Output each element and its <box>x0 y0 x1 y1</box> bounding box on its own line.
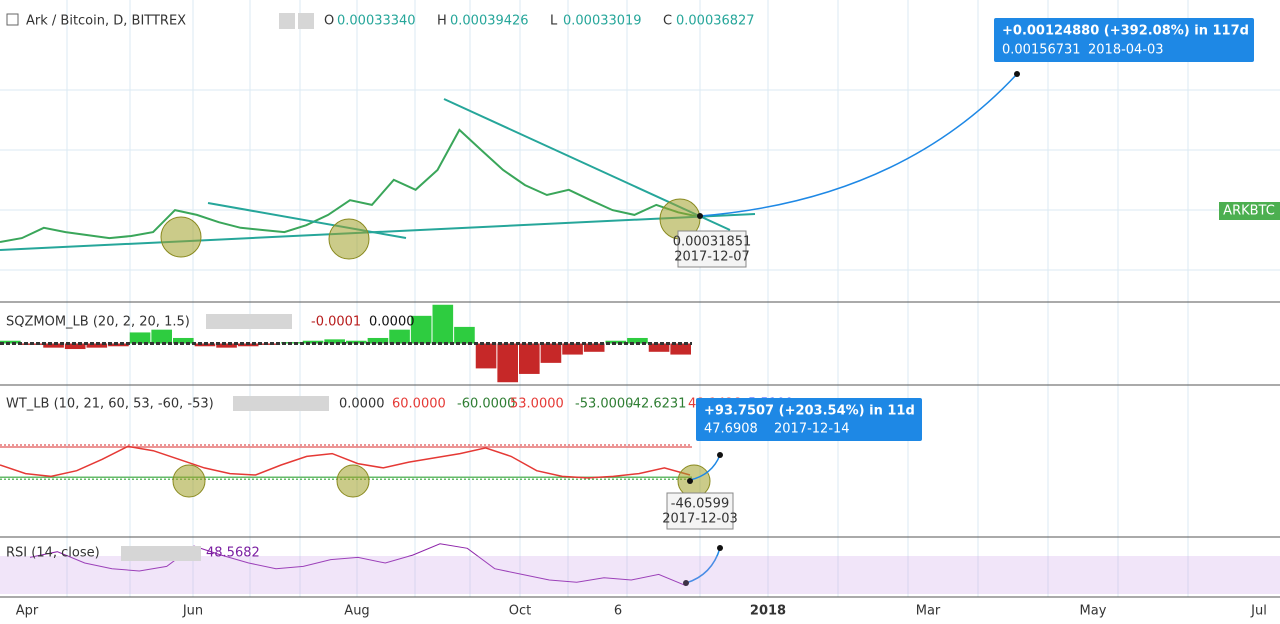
time-label: Aug <box>344 604 369 619</box>
indicator-value: -53.0000 <box>575 397 633 412</box>
indicator-value: -0.0001 <box>311 315 361 330</box>
ohlc-label: L <box>550 14 558 29</box>
indicator-label: SQZMOM_LB (20, 2, 20, 1.5) <box>6 315 190 330</box>
momentum-bar <box>216 343 237 348</box>
momentum-bar <box>670 343 691 355</box>
indicator-icons[interactable] <box>233 396 329 411</box>
indicator-label: RSI (14, close) <box>6 546 100 561</box>
indicator-icons[interactable] <box>121 546 201 561</box>
callout-date: 2018-04-03 <box>1088 43 1164 58</box>
ohlc-label: O <box>324 14 334 29</box>
momentum-bar <box>432 304 454 344</box>
grid <box>0 0 1280 597</box>
ohlc-value: 0.00036827 <box>676 14 755 29</box>
momentum-bar <box>519 343 540 374</box>
momentum-bar <box>540 343 562 363</box>
indicator-value: -42.6231 <box>628 397 686 412</box>
symbol-title: Ark / Bitcoin, D, BITTREX <box>26 14 186 29</box>
annotations <box>0 71 1020 586</box>
time-label: Oct <box>509 604 531 619</box>
series-line <box>29 543 687 587</box>
momentum-bar <box>0 340 21 344</box>
momentum-bar <box>324 339 345 344</box>
momentum-bar <box>367 337 389 344</box>
crosshair-tooltip <box>677 230 747 268</box>
momentum-bar <box>497 343 518 383</box>
series-line <box>0 445 691 479</box>
callout-change: +0.00124880 (+392.08%) in 117d <box>1002 24 1249 39</box>
indicator-value: 0.0000 <box>339 397 385 412</box>
symbol-tag <box>1219 202 1280 220</box>
callout-change: +93.7507 (+203.54%) in 11d <box>704 404 915 419</box>
time-label: Mar <box>916 604 941 619</box>
callout-price: 0.00156731 <box>1002 43 1081 58</box>
momentum-bar <box>64 343 86 350</box>
crosshair-value: -46.0599 <box>671 497 729 512</box>
momentum-bar <box>410 315 432 344</box>
projection-callout <box>696 398 922 441</box>
indicator-value: 53.0000 <box>510 397 564 412</box>
momentum-bar <box>562 343 583 355</box>
crosshair-price: 0.00031851 <box>673 235 752 250</box>
momentum-bar <box>43 343 64 348</box>
callout-value: 47.6908 <box>704 422 758 437</box>
time-label: Apr <box>16 604 39 619</box>
time-label: 2018 <box>750 604 786 619</box>
momentum-bar <box>454 326 475 344</box>
momentum-bar <box>108 343 129 347</box>
momentum-bar <box>475 343 497 369</box>
momentum-bar <box>259 343 281 345</box>
time-label: Jun <box>182 604 203 619</box>
time-label: 6 <box>614 604 622 619</box>
ohlc: O 0.00033340 H 0.00039426 L 0.00033019 C 0.0003… <box>324 14 755 29</box>
projection-callout <box>994 18 1254 62</box>
eye-icon[interactable] <box>279 13 295 29</box>
indicator-value: 60.0000 <box>392 397 446 412</box>
indicator-icons[interactable] <box>206 314 292 329</box>
momentum-bar <box>129 332 151 344</box>
momentum-bar <box>389 329 410 344</box>
momentum-bar <box>648 343 670 352</box>
ohlc-value: 0.00033340 <box>337 14 416 29</box>
series-line <box>0 128 701 243</box>
time-label: May <box>1080 604 1107 619</box>
indicator-value: -60.0000 <box>457 397 515 412</box>
crosshair-date: 2017-12-07 <box>674 250 750 265</box>
collapse-icon[interactable] <box>6 13 19 26</box>
indicator-label: WT_LB (10, 21, 60, 53, -60, -53) <box>6 397 214 412</box>
symbol-tag-text: ARKBTC <box>1223 204 1275 219</box>
time-label: Jul <box>1250 604 1267 619</box>
layers <box>0 128 701 587</box>
indicator-value: 0.0000 <box>369 315 415 330</box>
momentum-bar <box>627 337 648 344</box>
ohlc-value: 0.00033019 <box>563 14 642 29</box>
crosshair-date: 2017-12-03 <box>662 512 738 527</box>
crosshair-tooltip <box>666 492 734 530</box>
ohlc-label: C <box>663 14 672 29</box>
indicator-value: 48.5682 <box>206 546 260 561</box>
momentum-bar <box>173 337 194 344</box>
momentum-bar <box>583 343 605 352</box>
ohlc-value: 0.00039426 <box>450 14 529 29</box>
ohlc-label: H <box>437 14 447 29</box>
momentum-bar <box>151 329 172 344</box>
rsi-band <box>0 556 1280 594</box>
callout-date: 2017-12-14 <box>774 422 850 437</box>
momentum-bar <box>86 343 108 348</box>
time-axis: Apr Jun Aug Oct 6 2018 Mar May Jul <box>16 604 1267 619</box>
settings-icon[interactable] <box>298 13 314 29</box>
